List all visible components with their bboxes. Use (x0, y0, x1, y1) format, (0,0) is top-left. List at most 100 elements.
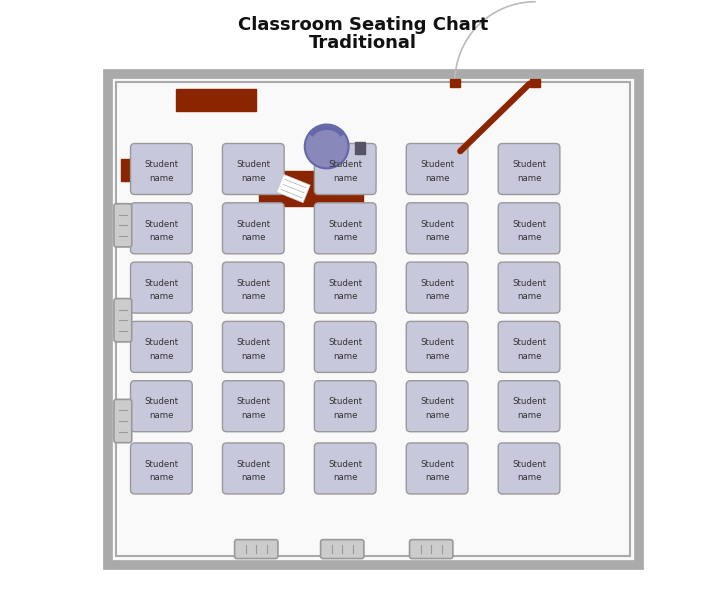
Text: name: name (333, 352, 357, 361)
FancyBboxPatch shape (131, 321, 192, 372)
Text: Student: Student (144, 460, 179, 468)
FancyBboxPatch shape (131, 443, 192, 494)
Text: Student: Student (328, 279, 362, 288)
Text: Student: Student (236, 160, 270, 169)
FancyBboxPatch shape (234, 540, 278, 559)
Text: name: name (333, 233, 357, 242)
Text: name: name (333, 411, 357, 420)
Text: name: name (241, 473, 266, 482)
Text: Student: Student (236, 460, 270, 468)
Bar (530, 79, 540, 87)
Text: Student: Student (420, 160, 454, 169)
Text: Student: Student (328, 397, 362, 406)
FancyBboxPatch shape (314, 381, 376, 432)
Text: name: name (149, 233, 174, 242)
Text: Student: Student (420, 219, 454, 228)
Text: Student: Student (512, 460, 546, 468)
FancyBboxPatch shape (498, 203, 560, 254)
FancyBboxPatch shape (131, 381, 192, 432)
Bar (170, 163, 176, 177)
FancyBboxPatch shape (131, 203, 192, 254)
Text: name: name (241, 233, 266, 242)
FancyBboxPatch shape (314, 144, 376, 195)
Text: Student: Student (328, 219, 362, 228)
Text: name: name (517, 473, 542, 482)
FancyBboxPatch shape (321, 540, 364, 559)
FancyBboxPatch shape (314, 262, 376, 313)
FancyBboxPatch shape (114, 400, 131, 442)
Text: Student: Student (512, 397, 546, 406)
Text: name: name (517, 352, 542, 361)
Text: Student: Student (144, 397, 179, 406)
FancyBboxPatch shape (407, 262, 468, 313)
Text: name: name (425, 233, 449, 242)
Text: Student: Student (420, 279, 454, 288)
Text: Student: Student (144, 160, 179, 169)
FancyBboxPatch shape (314, 203, 376, 254)
Text: name: name (517, 233, 542, 242)
Text: Student: Student (236, 279, 270, 288)
Bar (176, 89, 256, 111)
FancyBboxPatch shape (498, 443, 560, 494)
Text: Student: Student (144, 279, 179, 288)
Text: Student: Student (236, 338, 270, 347)
Text: Student: Student (328, 338, 362, 347)
Text: Student: Student (420, 460, 454, 468)
Text: Student: Student (512, 279, 546, 288)
Text: Student: Student (328, 460, 362, 468)
Text: name: name (241, 174, 266, 183)
FancyBboxPatch shape (222, 144, 284, 195)
FancyBboxPatch shape (114, 299, 131, 342)
Text: name: name (425, 411, 449, 420)
FancyBboxPatch shape (407, 203, 468, 254)
Text: Student: Student (328, 160, 362, 169)
FancyBboxPatch shape (407, 443, 468, 494)
Text: name: name (517, 411, 542, 420)
Text: Student: Student (144, 338, 179, 347)
Bar (355, 142, 364, 154)
Text: name: name (333, 473, 357, 482)
Text: name: name (241, 292, 266, 301)
Text: Traditional: Traditional (309, 34, 417, 52)
Text: Student: Student (236, 219, 270, 228)
FancyBboxPatch shape (222, 443, 284, 494)
FancyBboxPatch shape (498, 262, 560, 313)
Bar (259, 171, 363, 206)
Text: name: name (425, 292, 449, 301)
Text: name: name (149, 473, 174, 482)
FancyBboxPatch shape (131, 144, 192, 195)
Text: Student: Student (512, 219, 546, 228)
Text: Student: Student (420, 397, 454, 406)
FancyBboxPatch shape (222, 381, 284, 432)
FancyBboxPatch shape (498, 144, 560, 195)
Text: name: name (425, 174, 449, 183)
FancyBboxPatch shape (407, 144, 468, 195)
Text: name: name (149, 292, 174, 301)
FancyBboxPatch shape (407, 381, 468, 432)
Text: Student: Student (420, 338, 454, 347)
Text: name: name (149, 411, 174, 420)
FancyBboxPatch shape (314, 321, 376, 372)
Text: name: name (241, 411, 266, 420)
Text: name: name (425, 473, 449, 482)
FancyBboxPatch shape (498, 321, 560, 372)
Text: name: name (149, 174, 174, 183)
Text: Student: Student (512, 160, 546, 169)
Text: name: name (425, 352, 449, 361)
FancyBboxPatch shape (222, 321, 284, 372)
Text: name: name (517, 174, 542, 183)
Text: name: name (517, 292, 542, 301)
FancyBboxPatch shape (409, 540, 453, 559)
Bar (449, 79, 460, 87)
FancyBboxPatch shape (314, 443, 376, 494)
Text: Student: Student (512, 338, 546, 347)
FancyBboxPatch shape (407, 321, 468, 372)
FancyBboxPatch shape (131, 262, 192, 313)
Bar (116, 82, 630, 556)
FancyBboxPatch shape (222, 262, 284, 313)
Text: name: name (149, 352, 174, 361)
Text: name: name (333, 174, 357, 183)
Polygon shape (277, 174, 310, 203)
Text: name: name (241, 352, 266, 361)
Bar (121, 159, 170, 181)
